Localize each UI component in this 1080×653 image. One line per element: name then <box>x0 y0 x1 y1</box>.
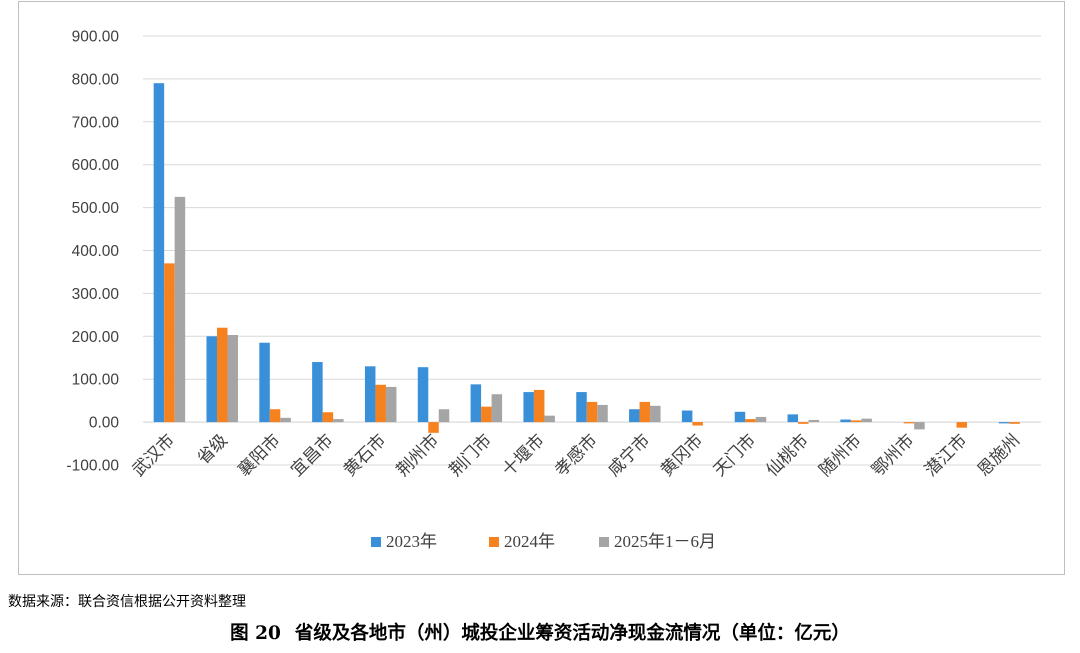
bar-3 <box>174 196 186 423</box>
x-category-label: 咸宁市 <box>604 430 654 480</box>
y-tick-label: 500.00 <box>72 200 120 217</box>
x-category-label: 恩施州 <box>974 430 1024 480</box>
y-tick-label: 800.00 <box>72 71 120 88</box>
y-tick-label: 900.00 <box>72 29 120 46</box>
figure-title: 省级及各地市（州）城投企业筹资活动净现金流情况（单位：亿元） <box>294 623 850 644</box>
bar-1 <box>523 392 534 423</box>
bar-1 <box>312 362 323 423</box>
bar-2 <box>269 409 281 423</box>
bar-1 <box>734 411 746 423</box>
y-tick-label: 200.00 <box>72 329 120 346</box>
x-category-label: 天门市 <box>710 430 760 480</box>
bar-1 <box>259 342 270 423</box>
bar-chart: 900.00 800.00 700.00 600.00 500.00 400.00 300.… <box>66 29 1041 551</box>
y-tick-label: 700.00 <box>72 114 120 131</box>
bar-2 <box>956 422 968 428</box>
x-category-label: 黄冈市 <box>657 430 707 480</box>
bar-2 <box>850 420 862 423</box>
figure-number: 图 20 <box>230 623 281 644</box>
bar-2 <box>798 422 809 424</box>
bar-3 <box>861 418 872 423</box>
y-tick-label: 300.00 <box>72 286 120 303</box>
bar-3 <box>755 416 767 423</box>
x-category-label: 仙桃市 <box>763 430 813 480</box>
y-tick-label: 600.00 <box>72 157 120 174</box>
bar-2 <box>692 422 703 426</box>
x-category-label: 十堰市 <box>499 430 549 480</box>
x-category-label: 武汉市 <box>129 430 179 480</box>
x-category-label: 荆州市 <box>393 430 443 480</box>
bar-1 <box>629 409 640 423</box>
bar-1 <box>840 419 851 423</box>
bar-1 <box>470 384 482 423</box>
bar-3 <box>544 415 555 423</box>
bar-1 <box>681 410 693 423</box>
bar-2 <box>216 327 228 423</box>
bar-3 <box>491 394 503 423</box>
x-category-label: 鄂州市 <box>868 430 918 480</box>
source-note: 数据来源：联合资信根据公开资料整理 <box>8 594 246 610</box>
bars <box>153 83 1020 433</box>
x-category-label: 黄石市 <box>340 430 390 480</box>
bar-1 <box>417 367 429 423</box>
bar-3 <box>914 422 925 430</box>
bar-2 <box>164 263 175 423</box>
gridlines <box>143 35 1041 466</box>
bar-1 <box>576 392 587 423</box>
bar-3 <box>333 419 344 423</box>
x-category-label: 省级 <box>194 430 232 468</box>
legend-label: 2024年 <box>504 532 555 551</box>
x-category-label: 孝感市 <box>551 430 601 480</box>
bar-3 <box>808 419 820 423</box>
legend-label: 2023年 <box>386 532 437 551</box>
bar-2 <box>375 384 386 423</box>
bar-3 <box>597 404 608 423</box>
x-category-label: 随州市 <box>815 430 865 480</box>
x-category-label: 潜江市 <box>921 430 971 480</box>
bar-2 <box>533 389 545 423</box>
y-tick-label: 100.00 <box>72 372 120 389</box>
bar-3 <box>650 405 661 423</box>
bar-2 <box>639 401 651 423</box>
legend-swatch <box>371 537 381 547</box>
x-category-label: 宜昌市 <box>287 430 337 480</box>
bar-2 <box>1009 422 1020 424</box>
bar-2 <box>481 406 492 423</box>
bar-3 <box>227 335 238 423</box>
bar-3 <box>385 386 397 423</box>
bar-2 <box>586 401 598 423</box>
x-category-label: 荆门市 <box>446 430 496 480</box>
y-tick-label: 400.00 <box>72 243 120 260</box>
x-category-label: 襄阳市 <box>234 430 285 481</box>
bar-3 <box>280 417 291 423</box>
bar-2 <box>322 412 334 423</box>
bar-1 <box>998 422 1010 424</box>
y-tick-label: -100.00 <box>66 458 119 475</box>
bar-1 <box>364 366 376 423</box>
legend-label: 2025年1－6月 <box>614 532 716 551</box>
bar-1 <box>153 83 165 423</box>
chart-frame: 900.00 800.00 700.00 600.00 500.00 400.00 300.… <box>18 1 1065 575</box>
x-axis-categories: 武汉市 省级 襄阳市 宜昌市 黄石市 荆州市 荆门市 十堰市 孝感市 咸宁市 黄冈市 天门市 仙桃市 随州… <box>129 430 1024 481</box>
y-tick-label: 0.00 <box>89 415 120 432</box>
bar-2 <box>428 422 439 433</box>
bar-2 <box>745 419 756 423</box>
y-axis-ticks: 900.00 800.00 700.00 600.00 500.00 400.00 300.… <box>66 29 119 475</box>
legend: 2023年 2024年 2025年1－6月 <box>371 532 716 551</box>
bar-3 <box>438 409 450 423</box>
figure-caption: 图 20 省级及各地市（州）城投企业筹资活动净现金流情况（单位：亿元） <box>0 619 1080 645</box>
bar-2 <box>903 422 915 424</box>
legend-swatch <box>489 537 499 547</box>
legend-swatch <box>599 537 609 547</box>
bar-1 <box>206 336 217 423</box>
bar-1 <box>787 414 799 423</box>
